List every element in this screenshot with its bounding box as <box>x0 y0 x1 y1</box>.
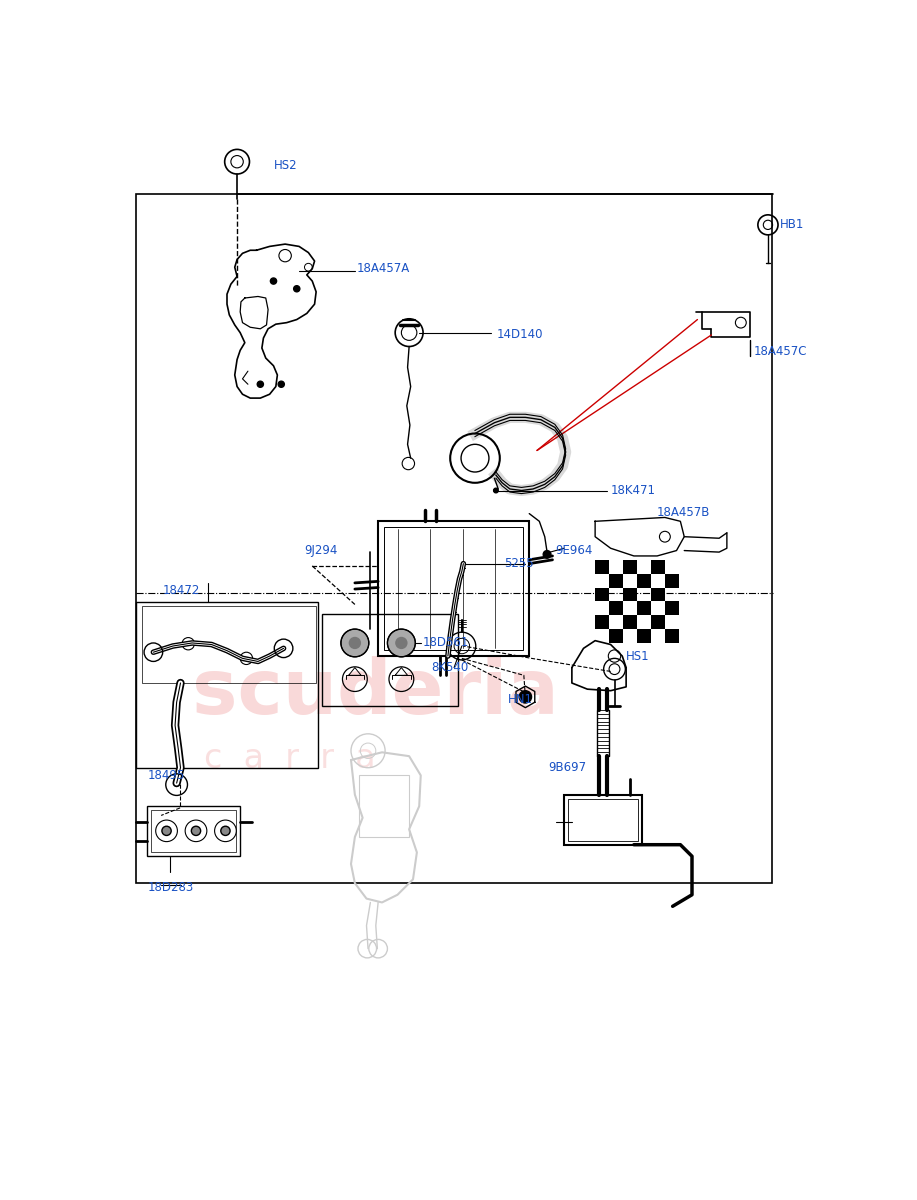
Circle shape <box>395 637 407 649</box>
Text: 9J294: 9J294 <box>304 544 337 557</box>
Circle shape <box>387 629 415 656</box>
Bar <box>665 574 679 588</box>
Bar <box>151 810 237 852</box>
Bar <box>609 574 623 588</box>
Bar <box>142 606 316 683</box>
Circle shape <box>341 629 369 656</box>
Text: HN1: HN1 <box>508 694 534 707</box>
Circle shape <box>493 488 498 493</box>
Bar <box>609 629 623 643</box>
Bar <box>651 588 665 601</box>
Circle shape <box>258 382 263 388</box>
Text: scuderia: scuderia <box>193 655 558 730</box>
Circle shape <box>192 827 201 835</box>
Bar <box>322 613 458 706</box>
Circle shape <box>271 278 277 284</box>
Text: HS2: HS2 <box>273 160 297 172</box>
Text: 18472: 18472 <box>162 584 200 598</box>
Circle shape <box>348 637 361 649</box>
Text: HB1: HB1 <box>779 218 804 232</box>
Circle shape <box>519 691 532 703</box>
Bar <box>623 588 637 601</box>
Text: 9E964: 9E964 <box>555 544 592 557</box>
Bar <box>137 194 772 883</box>
Bar <box>651 616 665 629</box>
Bar <box>595 559 609 574</box>
Circle shape <box>293 286 300 292</box>
Bar <box>568 798 637 841</box>
Bar <box>665 629 679 643</box>
Bar <box>623 616 637 629</box>
Text: 5255: 5255 <box>503 557 534 570</box>
Bar <box>384 528 523 650</box>
Bar <box>637 629 651 643</box>
Text: 18D561: 18D561 <box>423 636 470 649</box>
Bar <box>637 601 651 616</box>
Text: 18495: 18495 <box>147 769 184 782</box>
Bar <box>147 806 240 857</box>
Bar <box>595 588 609 601</box>
Text: 18K471: 18K471 <box>611 484 656 497</box>
Bar <box>564 794 642 845</box>
Text: 14D140: 14D140 <box>497 329 543 342</box>
Text: 18A457B: 18A457B <box>657 505 711 518</box>
Circle shape <box>278 382 284 388</box>
Circle shape <box>162 827 171 835</box>
Bar <box>665 601 679 616</box>
Bar <box>359 775 409 838</box>
Bar <box>651 559 665 574</box>
Text: 9B697: 9B697 <box>548 761 587 774</box>
Bar <box>637 574 651 588</box>
Bar <box>609 601 623 616</box>
Text: 18D283: 18D283 <box>147 881 193 894</box>
Circle shape <box>221 827 230 835</box>
Text: 8K540: 8K540 <box>431 661 468 674</box>
Bar <box>137 602 318 768</box>
Text: c  a  r  r  a: c a r r a <box>204 742 375 775</box>
Circle shape <box>543 551 551 558</box>
Text: HS1: HS1 <box>626 649 650 662</box>
Text: 18A457A: 18A457A <box>357 263 410 275</box>
Bar <box>595 616 609 629</box>
Text: 18A457C: 18A457C <box>754 346 808 359</box>
Bar <box>623 559 637 574</box>
Bar <box>378 521 529 656</box>
